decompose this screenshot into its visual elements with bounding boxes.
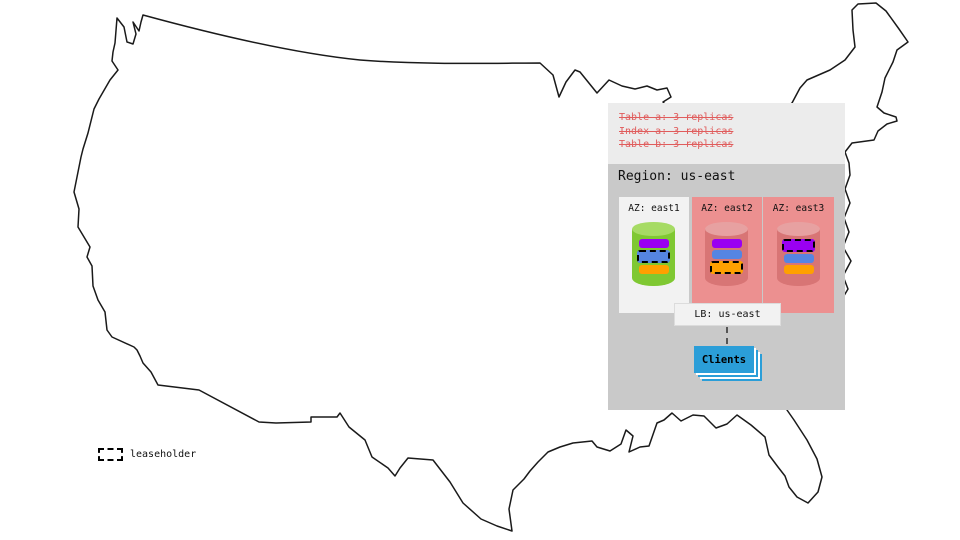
region-panel: Region: us-east AZ: east1 AZ: east2 xyxy=(608,164,845,410)
leaseholder-legend-label: leaseholder xyxy=(130,449,197,460)
cylinder-top-ellipse xyxy=(632,222,675,236)
replica-bars-east1 xyxy=(632,239,675,274)
region-title: Region: us-east xyxy=(618,169,736,184)
database-cylinder-east2 xyxy=(705,222,748,286)
leaseholder-bar-table-b xyxy=(710,261,743,274)
az-east3-label: AZ: east3 xyxy=(772,203,825,214)
replica-bars-east3 xyxy=(777,239,820,274)
az-east1-box: AZ: east1 xyxy=(619,197,689,313)
replica-notes-panel: Table a: 3 replicas Index a: 3 replicas … xyxy=(608,103,845,164)
replica-bar-index-a xyxy=(783,254,814,263)
load-balancer-box: LB: us-east xyxy=(674,303,781,326)
replica-bar-table-a xyxy=(711,239,742,248)
replica-bar-index-a xyxy=(711,250,742,259)
clients-box: Clients xyxy=(694,346,754,373)
load-balancer-label: LB: us-east xyxy=(694,309,761,320)
leaseholder-bar-index-a xyxy=(637,250,670,263)
cylinder-top-ellipse xyxy=(777,222,820,236)
leaseholder-bar-table-a xyxy=(782,239,815,252)
replica-bar-table-b xyxy=(638,265,669,274)
az-east2-box: AZ: east2 xyxy=(692,197,762,313)
note-index-a: Index a: 3 replicas xyxy=(619,125,734,137)
leaseholder-swatch-icon xyxy=(98,448,123,461)
cylinder-top-ellipse xyxy=(705,222,748,236)
replica-bar-table-a xyxy=(638,239,669,248)
az-east3-box: AZ: east3 xyxy=(763,197,834,313)
leaseholder-legend: leaseholder xyxy=(98,448,196,461)
note-table-a: Table a: 3 replicas xyxy=(619,112,734,123)
note-table-b: Table b: 3 replicas xyxy=(619,139,734,150)
database-cylinder-east3 xyxy=(777,222,820,286)
replica-bar-table-b xyxy=(783,265,814,274)
database-cylinder-east1 xyxy=(632,222,675,286)
replica-bars-east2 xyxy=(705,239,748,274)
clients-label: Clients xyxy=(701,353,747,366)
az-east2-label: AZ: east2 xyxy=(701,203,753,214)
lb-clients-connector xyxy=(726,327,728,344)
az-east1-label: AZ: east1 xyxy=(628,203,680,214)
